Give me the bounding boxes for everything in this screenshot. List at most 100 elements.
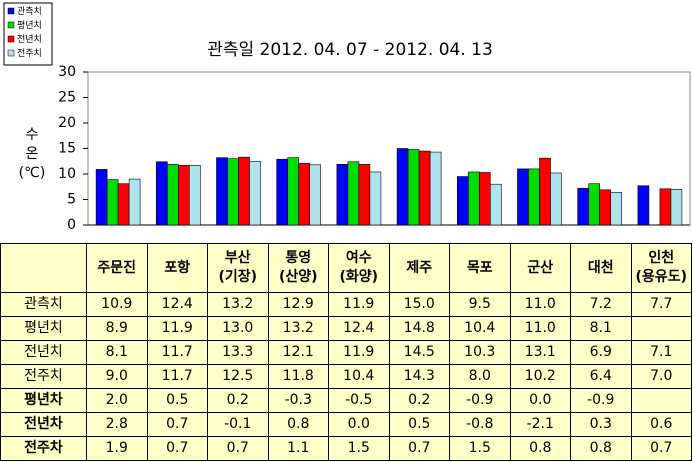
table-cell: 7.1 [630, 340, 692, 365]
bar [467, 171, 480, 226]
table-cell: 0.8 [509, 436, 571, 461]
table-row: 전년치 8.1 11.7 13.3 12.1 11.9 14.5 10.3 13.1 6.9 7.1 [0, 340, 692, 365]
y-tick-label: 30 [58, 64, 76, 80]
bar [429, 151, 442, 226]
table-cell: 0.5 [146, 388, 208, 413]
bar [528, 168, 540, 226]
table-cell: 8.1 [570, 316, 632, 341]
table-cell: 1.5 [328, 436, 390, 461]
legend-label: 평년치 [17, 19, 42, 31]
table-cell: 10.9 [86, 292, 148, 317]
table-cell: 1.1 [267, 436, 329, 461]
table-cell: 13.0 [207, 316, 269, 341]
table-row: 관측치 10.9 12.4 13.2 12.9 11.9 15.0 9.5 11.0 7.2 7.7 [0, 292, 692, 317]
table-cell: 9.0 [86, 364, 148, 389]
table-cell: 군산 [509, 243, 571, 293]
legend-label: 전주치 [17, 47, 42, 59]
table-cell: 12.5 [207, 364, 269, 389]
table-cell: -0.1 [207, 412, 269, 437]
table-cell: 13.1 [509, 340, 571, 365]
legend-swatch [7, 21, 15, 29]
bar [309, 164, 322, 226]
y-tick-label: 20 [58, 115, 76, 131]
table-cell: -0.9 [449, 388, 511, 413]
table-cell: 14.3 [388, 364, 450, 389]
table-cell: 0.7 [207, 436, 269, 461]
table-cell: 통영 (산양) [267, 243, 329, 293]
table-cell: 부산 (기장) [207, 243, 269, 293]
table-cell: 12.4 [328, 316, 390, 341]
table-cell: 11.0 [509, 292, 571, 317]
bar [95, 169, 108, 226]
bar [369, 171, 382, 226]
table-cell [630, 316, 692, 341]
legend-label: 관측치 [17, 5, 42, 17]
bar [610, 192, 623, 226]
table-cell: 12.4 [146, 292, 208, 317]
table-cell: -0.3 [267, 388, 329, 413]
bar [156, 161, 168, 226]
bar [418, 150, 431, 226]
table-cell: 평년차 [0, 388, 87, 413]
legend-swatch [7, 7, 15, 15]
table-cell: 0.7 [630, 436, 692, 461]
bar [276, 158, 289, 226]
bar [588, 183, 601, 226]
table-cell: 9.5 [449, 292, 511, 317]
table-cell: 7.7 [630, 292, 692, 317]
y-axis-label: 수 온 (℃) [18, 127, 46, 181]
y-tick-label: 5 [67, 192, 76, 208]
table-cell [0, 243, 87, 293]
bar [128, 178, 141, 226]
table-cell: 15.0 [388, 292, 450, 317]
table-cell: 1.9 [86, 436, 148, 461]
table-cell: 10.2 [509, 364, 571, 389]
table-cell: -0.9 [570, 388, 632, 413]
table-cell: 여수 (화양) [328, 243, 390, 293]
bar [106, 179, 119, 226]
bar [539, 157, 551, 226]
table-cell: 0.7 [388, 436, 450, 461]
table-cell: 0.8 [267, 412, 329, 437]
table-cell: 포항 [146, 243, 208, 293]
bar [550, 172, 562, 226]
table-cell: 0.6 [630, 412, 692, 437]
table-cell: 0.0 [328, 412, 390, 437]
table-cell: 인천 (용유도) [630, 243, 692, 293]
table-cell: 1.5 [449, 436, 511, 461]
table-cell: 8.9 [86, 316, 148, 341]
table-cell: 12.9 [267, 292, 329, 317]
table-row: 전주치 9.0 11.7 12.5 11.8 10.4 14.3 8.0 10.2 6.4 7.0 [0, 364, 692, 389]
table-cell: 0.7 [146, 436, 208, 461]
table-row: 전주차 1.9 0.7 0.7 1.1 1.5 0.7 1.5 0.8 0.8 0.7 [0, 436, 692, 461]
table-cell: 8.1 [86, 340, 148, 365]
table-cell: 주문진 [86, 243, 148, 293]
table-cell: 11.9 [146, 316, 208, 341]
legend-label: 전년치 [17, 33, 42, 45]
bar [637, 185, 650, 226]
table-cell: 0.5 [388, 412, 450, 437]
table-cell: 0.8 [570, 436, 632, 461]
table-cell: 11.9 [328, 292, 390, 317]
table-cell: 11.7 [146, 364, 208, 389]
table-cell: -0.5 [328, 388, 390, 413]
table-cell: 6.9 [570, 340, 632, 365]
table-cell: 제주 [388, 243, 450, 293]
table-cell: 11.7 [146, 340, 208, 365]
table-cell: 14.5 [388, 340, 450, 365]
table-cell: 대천 [570, 243, 632, 293]
table-cell: 0.3 [570, 412, 632, 437]
table-cell: 7.2 [570, 292, 632, 317]
table-cell: 전년치 [0, 340, 87, 365]
bar [347, 161, 360, 226]
chart: 관측일 2012. 04. 07 - 2012. 04. 13 0 5 10 15 20… [3, 2, 691, 233]
table-row: 평년차 2.0 0.5 0.2 -0.3 -0.5 0.2 -0.9 0.0 -0.9 [0, 388, 692, 413]
bar [456, 176, 469, 226]
table-cell: 2.8 [86, 412, 148, 437]
y-tick-label: 25 [58, 90, 76, 106]
bar [396, 148, 409, 226]
table-cell: 0.2 [388, 388, 450, 413]
bar [517, 168, 529, 226]
legend-swatch [7, 35, 15, 43]
